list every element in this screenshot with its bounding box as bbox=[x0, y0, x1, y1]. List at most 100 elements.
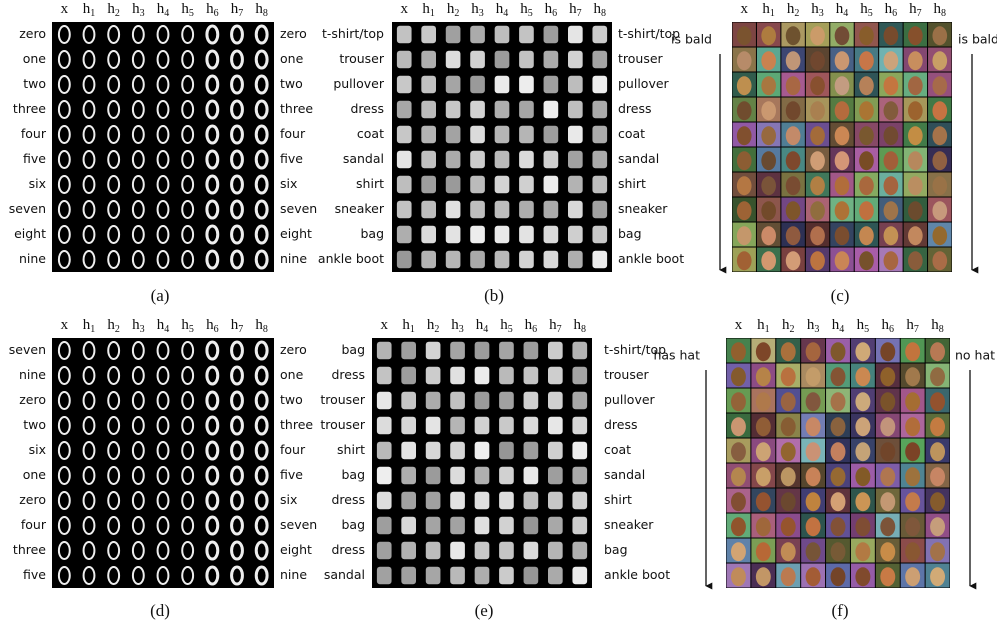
fashion-image bbox=[495, 126, 510, 144]
row-label-left: zero bbox=[19, 392, 46, 407]
face-image bbox=[810, 201, 825, 220]
column-header-sub: 2 bbox=[115, 324, 120, 335]
fashion-image bbox=[544, 176, 559, 194]
column-header: x bbox=[740, 1, 748, 17]
fashion-image bbox=[572, 417, 587, 435]
face-image bbox=[884, 76, 899, 95]
fashion-image bbox=[548, 567, 563, 585]
caption: (e) bbox=[475, 601, 494, 620]
face-image bbox=[737, 226, 752, 245]
face-image bbox=[731, 517, 746, 536]
face-image bbox=[761, 76, 776, 95]
fashion-image bbox=[495, 201, 510, 219]
row-label-left: four bbox=[21, 126, 47, 141]
fashion-image bbox=[568, 251, 583, 269]
fashion-image bbox=[397, 126, 412, 144]
fashion-image bbox=[397, 251, 412, 269]
fashion-image bbox=[544, 151, 559, 169]
column-header-sub: 7 bbox=[238, 324, 243, 335]
face-image bbox=[855, 542, 870, 561]
face-image bbox=[930, 567, 945, 586]
row-label-left: sneaker bbox=[335, 201, 385, 216]
column-header-sub: 6 bbox=[892, 8, 897, 19]
fashion-image bbox=[450, 392, 465, 410]
face-image bbox=[908, 226, 923, 245]
row-label-right: two bbox=[280, 76, 303, 91]
fashion-image bbox=[446, 76, 461, 94]
face-image bbox=[835, 26, 850, 45]
column-header-sub: 8 bbox=[941, 8, 946, 19]
face-image bbox=[781, 542, 796, 561]
fashion-image bbox=[401, 442, 416, 460]
face-image bbox=[756, 367, 771, 386]
column-header-sub: 1 bbox=[90, 324, 95, 335]
fashion-image bbox=[544, 126, 559, 144]
row-label-right: sandal bbox=[604, 467, 645, 482]
face-image bbox=[932, 251, 947, 270]
row-label-right: five bbox=[280, 151, 303, 166]
column-header: h8 bbox=[574, 317, 587, 335]
face-image bbox=[761, 176, 776, 195]
face-image bbox=[731, 542, 746, 561]
face-image bbox=[835, 226, 850, 245]
face-image bbox=[905, 417, 920, 436]
fashion-image bbox=[495, 176, 510, 194]
column-header-sub: 5 bbox=[189, 324, 194, 335]
row-label-left: bag bbox=[341, 517, 365, 532]
fashion-image bbox=[524, 492, 539, 510]
row-label-right: dress bbox=[618, 101, 652, 116]
column-header: h5 bbox=[500, 317, 513, 335]
face-image bbox=[761, 251, 776, 270]
fashion-image bbox=[495, 151, 510, 169]
column-header-sub: 4 bbox=[164, 324, 169, 335]
row-label-left: zero bbox=[19, 492, 46, 507]
face-image bbox=[810, 51, 825, 70]
row-label-left: five bbox=[23, 151, 46, 166]
face-image bbox=[756, 467, 771, 486]
column-header: h2 bbox=[427, 317, 440, 335]
face-image bbox=[737, 101, 752, 120]
row-label-right: sneaker bbox=[618, 201, 668, 216]
fashion-image bbox=[568, 76, 583, 94]
fashion-image bbox=[446, 201, 461, 219]
face-image bbox=[786, 201, 801, 220]
row-label-right: bag bbox=[618, 226, 642, 241]
face-image bbox=[761, 151, 776, 170]
face-image bbox=[905, 442, 920, 461]
face-image bbox=[786, 126, 801, 145]
column-header-main: x bbox=[740, 1, 748, 17]
fashion-image bbox=[495, 251, 510, 269]
column-header-sub: 8 bbox=[939, 324, 944, 335]
column-header-sub: 1 bbox=[90, 8, 95, 19]
fashion-image bbox=[426, 442, 441, 460]
row-label-left: trouser bbox=[339, 51, 385, 66]
fashion-image bbox=[544, 101, 559, 119]
face-image bbox=[756, 392, 771, 411]
face-image bbox=[884, 26, 899, 45]
column-header: h5 bbox=[860, 1, 873, 19]
face-image bbox=[905, 367, 920, 386]
image-grid bbox=[52, 22, 274, 272]
fashion-image bbox=[524, 367, 539, 385]
fashion-image bbox=[470, 251, 485, 269]
face-image bbox=[831, 517, 846, 536]
fashion-image bbox=[470, 76, 485, 94]
column-header: h7 bbox=[231, 1, 244, 19]
face-image bbox=[737, 51, 752, 70]
fashion-image bbox=[499, 492, 514, 510]
face-image bbox=[855, 492, 870, 511]
column-header-sub: 2 bbox=[789, 324, 794, 335]
column-header: h8 bbox=[934, 1, 947, 19]
fashion-image bbox=[421, 26, 436, 44]
row-label-left: three bbox=[13, 101, 46, 116]
face-image bbox=[786, 251, 801, 270]
column-header: h2 bbox=[447, 1, 460, 19]
fashion-image bbox=[450, 492, 465, 510]
face-image bbox=[908, 26, 923, 45]
column-header: h8 bbox=[255, 317, 268, 335]
row-label-right: dress bbox=[604, 417, 638, 432]
fashion-image bbox=[544, 51, 559, 69]
face-image bbox=[855, 367, 870, 386]
face-image bbox=[859, 151, 874, 170]
fashion-image bbox=[377, 542, 392, 560]
